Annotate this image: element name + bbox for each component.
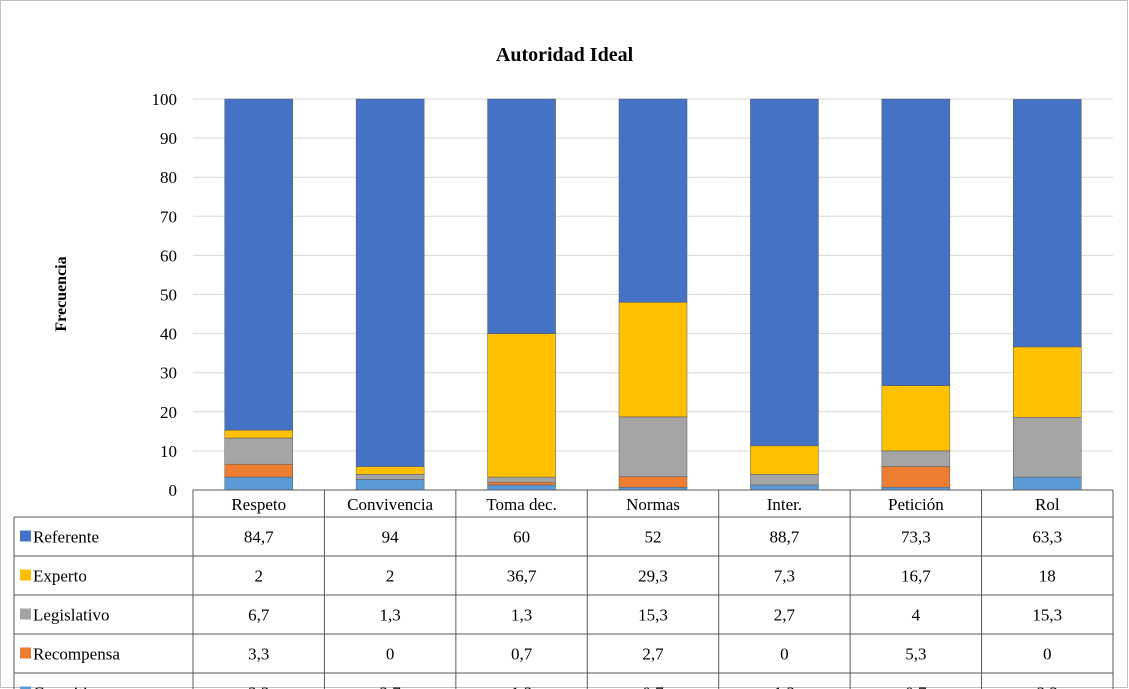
x-tick-label: Inter. <box>767 495 802 514</box>
data-label: 3,3 <box>248 684 269 689</box>
y-tick-label: 50 <box>160 286 177 305</box>
bar-segment <box>750 98 819 447</box>
bar-segment <box>355 466 425 475</box>
y-tick-label: 20 <box>160 403 177 422</box>
y-tick-label: 30 <box>160 364 177 383</box>
data-label: 7,3 <box>774 567 795 586</box>
data-label: 5,3 <box>905 645 926 664</box>
bar-segment <box>881 466 951 488</box>
x-tick-label: Toma dec. <box>486 495 557 514</box>
data-label: 88,7 <box>770 528 800 547</box>
bar-segment <box>750 474 819 486</box>
bar-segment <box>224 463 293 478</box>
bar-segment <box>750 484 819 491</box>
bar-segment <box>1013 476 1082 491</box>
legend-entry: Referente <box>33 528 99 547</box>
data-label: 84,7 <box>244 528 274 547</box>
legend-swatch <box>20 686 31 689</box>
bar-segment <box>487 476 556 483</box>
data-label: 73,3 <box>901 528 931 547</box>
legend-entry: Coercitivo <box>33 684 105 689</box>
y-tick-label: 10 <box>160 442 177 461</box>
data-label: 15,3 <box>1032 606 1062 625</box>
data-label: 60 <box>513 528 530 547</box>
data-label: 94 <box>382 528 400 547</box>
bar-segment <box>487 98 556 334</box>
bar-segment <box>224 476 293 491</box>
bar-segment <box>224 98 293 431</box>
legend-entry: Legislativo <box>33 606 109 625</box>
legend-swatch <box>20 530 31 542</box>
data-label: 0 <box>386 645 395 664</box>
bar-segment <box>487 481 556 486</box>
bar-segment <box>1013 346 1082 418</box>
bar-segment <box>618 416 688 477</box>
data-label: 0 <box>780 645 789 664</box>
data-label: 0,7 <box>642 684 664 689</box>
legend-entry: Experto <box>33 567 87 586</box>
bar-segment <box>355 479 425 491</box>
data-label: 63,3 <box>1032 528 1062 547</box>
data-label: 36,7 <box>507 567 537 586</box>
x-tick-label: Petición <box>888 495 944 514</box>
data-label: 0 <box>1043 645 1052 664</box>
chart-title: Autoridad Ideal <box>495 44 634 66</box>
data-label: 2 <box>386 567 395 586</box>
data-label: 1,3 <box>380 606 401 625</box>
y-tick-label: 0 <box>169 481 178 500</box>
data-label: 15,3 <box>638 606 668 625</box>
bar-segment <box>750 445 819 475</box>
bar-segment <box>224 429 293 439</box>
legend-swatch <box>20 608 31 620</box>
x-tick-label: Respeto <box>231 495 286 514</box>
data-label: 0,7 <box>511 645 533 664</box>
bar-segment <box>618 302 688 418</box>
data-label: 4 <box>912 606 921 625</box>
data-label: 6,7 <box>248 606 270 625</box>
y-tick-label: 80 <box>160 168 177 187</box>
data-label: 29,3 <box>638 567 668 586</box>
bar-segment <box>355 98 425 467</box>
data-label: 1,3 <box>774 684 795 689</box>
data-label: 1,3 <box>511 684 532 689</box>
data-label: 52 <box>645 528 662 547</box>
bar-segment <box>224 437 293 465</box>
data-label: 1,3 <box>511 606 532 625</box>
data-label: 2 <box>254 567 263 586</box>
bar-segment <box>881 98 951 386</box>
y-tick-label: 100 <box>152 90 178 109</box>
y-tick-label: 40 <box>160 325 177 344</box>
data-label: 3,3 <box>248 645 269 664</box>
legend-swatch <box>20 647 31 659</box>
y-tick-label: 70 <box>160 207 177 226</box>
data-label: 16,7 <box>901 567 931 586</box>
x-tick-label: Rol <box>1035 495 1060 514</box>
legend-entry: Recompensa <box>33 645 120 664</box>
bar-segment <box>618 476 688 488</box>
bar-segment <box>881 385 951 452</box>
bar-segment <box>487 333 556 478</box>
bar-segment <box>355 474 425 480</box>
x-tick-label: Convivencia <box>347 495 433 514</box>
y-tick-label: 60 <box>160 246 177 265</box>
bar-segment <box>1013 417 1082 478</box>
y-tick-label: 90 <box>160 129 177 148</box>
data-label: 2,7 <box>774 606 796 625</box>
data-label: 2,7 <box>380 684 402 689</box>
data-label: 2,7 <box>642 645 664 664</box>
bar-segment <box>487 484 556 491</box>
legend-swatch <box>20 569 31 581</box>
data-label: 0,7 <box>905 684 927 689</box>
bar-segment <box>618 98 688 303</box>
bar-segment <box>881 450 951 467</box>
bar-segment <box>1013 99 1082 348</box>
x-tick-label: Normas <box>626 495 680 514</box>
data-label: 3,3 <box>1037 684 1058 689</box>
data-label: 18 <box>1039 567 1056 586</box>
